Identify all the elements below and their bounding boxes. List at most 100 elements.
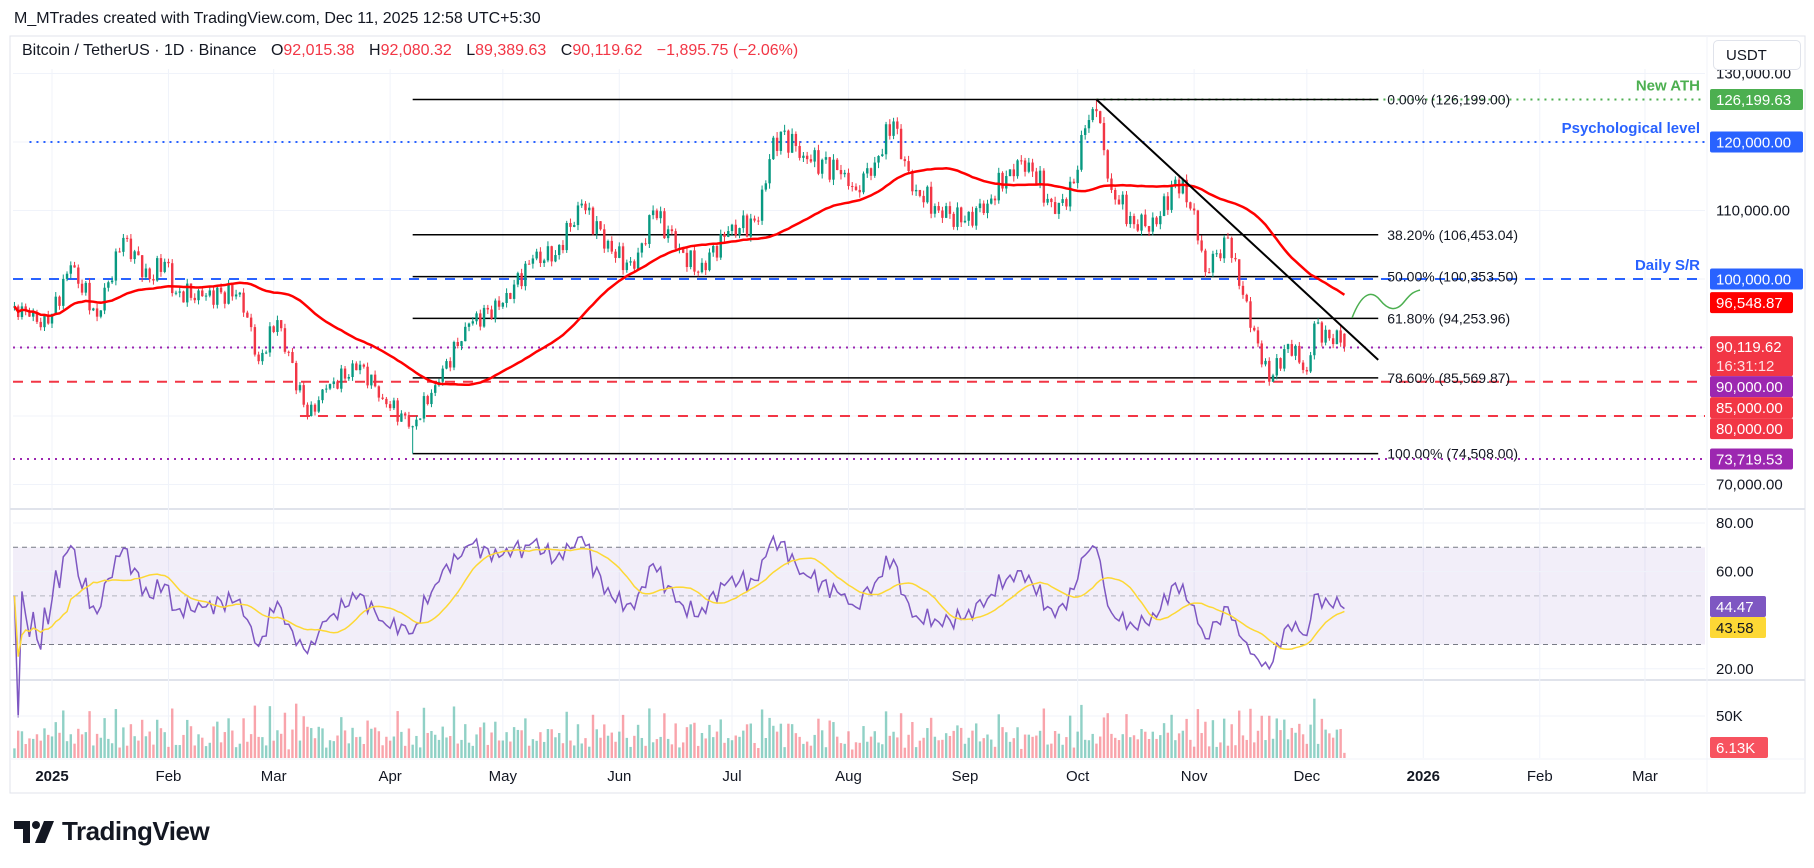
fib-level-label: 78.60% (85,569.87)	[1387, 370, 1510, 386]
candle-body	[832, 159, 835, 180]
candle-body	[1095, 109, 1098, 112]
candle-body	[144, 268, 148, 278]
volume-bar	[92, 745, 95, 758]
volume-bar	[561, 743, 565, 758]
symbol-name[interactable]: Bitcoin / TetherUS · 1D · Binance	[22, 42, 257, 59]
candle	[907, 155, 910, 174]
candle	[512, 279, 516, 304]
volume-bar	[595, 729, 598, 758]
candle-body	[1211, 253, 1215, 273]
candle	[573, 221, 576, 228]
volume-bar	[193, 745, 196, 758]
candle-body	[1087, 120, 1091, 129]
candle-body	[1008, 169, 1012, 177]
currency-button[interactable]: USDT	[1713, 40, 1801, 70]
volume-bar	[358, 736, 362, 758]
candle	[110, 276, 114, 285]
candle	[1008, 169, 1012, 177]
volume-bar	[13, 748, 16, 758]
volume-bar	[843, 743, 846, 758]
candle-body	[505, 293, 508, 303]
volume-bar	[573, 745, 576, 758]
candle-body	[1117, 199, 1121, 205]
candle-body	[99, 310, 103, 317]
candle-body	[625, 262, 629, 271]
candle	[531, 254, 535, 269]
volume-bar	[1241, 735, 1245, 758]
x-tick-label: Dec	[1293, 768, 1320, 785]
x-tick-label: Jul	[722, 768, 741, 785]
volume-bar	[689, 724, 692, 758]
volume-bar	[1275, 718, 1278, 758]
volume-bar	[993, 746, 997, 758]
volume-bar	[509, 741, 512, 758]
volume-bar	[1065, 737, 1068, 758]
candle-body	[1343, 333, 1346, 347]
candle-body	[396, 400, 399, 422]
volume-bar	[347, 743, 351, 758]
volume-bar	[542, 741, 546, 758]
volume-bar	[599, 737, 602, 758]
volume-bar	[24, 744, 27, 758]
candle-body	[216, 287, 219, 305]
candle	[291, 348, 294, 364]
candle	[351, 360, 354, 381]
volume-bar	[332, 741, 335, 758]
candle	[854, 183, 858, 191]
x-tick-label: Mar	[1632, 768, 1658, 785]
candle	[1320, 321, 1324, 347]
volume-bar	[242, 718, 245, 758]
candle-body	[381, 397, 384, 399]
candle	[302, 382, 305, 408]
candle	[1290, 339, 1294, 357]
candle-body	[918, 189, 922, 196]
candle-body	[103, 287, 106, 311]
volume-bar	[238, 743, 242, 758]
x-tick-label: Feb	[156, 768, 182, 785]
candle	[1106, 149, 1109, 183]
candle-body	[1031, 162, 1034, 172]
volume-bar	[1020, 748, 1023, 758]
candle	[234, 289, 238, 300]
candle	[464, 322, 467, 342]
volume-bar	[1215, 746, 1218, 758]
volume-bar	[1091, 733, 1094, 758]
candle	[332, 377, 335, 389]
volume-bar	[787, 723, 790, 758]
candle-body	[182, 291, 185, 303]
volume-bar	[1264, 740, 1267, 758]
candle-body	[629, 261, 632, 263]
candle-body	[276, 320, 279, 332]
candle	[80, 279, 84, 296]
volume-tick-label: 50K	[1716, 708, 1743, 725]
candle	[873, 156, 876, 178]
candle	[1016, 159, 1019, 179]
candle	[479, 309, 482, 331]
volume-bar	[377, 731, 381, 758]
candle	[1046, 193, 1049, 206]
volume-bar	[892, 731, 895, 758]
price-axis-label: 90,000.00	[1710, 376, 1793, 398]
volume-bar	[922, 737, 925, 758]
candle	[482, 304, 486, 328]
volume-bar	[400, 731, 403, 758]
volume-bar	[328, 740, 332, 758]
candle-body	[261, 352, 264, 362]
candle	[264, 350, 268, 355]
volume-bar	[28, 738, 31, 758]
volume-bar	[944, 733, 948, 758]
volume-bar	[734, 735, 737, 758]
candle-body	[509, 293, 512, 299]
candle-body	[993, 198, 997, 201]
price-axis-label: 120,000.00	[1710, 131, 1803, 153]
volume-bar	[614, 741, 617, 758]
candle	[1219, 249, 1222, 262]
volume-bar	[152, 744, 155, 758]
volume-bar	[69, 734, 72, 758]
candle-body	[749, 218, 753, 237]
tradingview-logo[interactable]: TradingView	[14, 816, 210, 847]
volume-bar	[1320, 718, 1324, 758]
candle-body	[896, 121, 899, 129]
candle	[524, 261, 527, 291]
